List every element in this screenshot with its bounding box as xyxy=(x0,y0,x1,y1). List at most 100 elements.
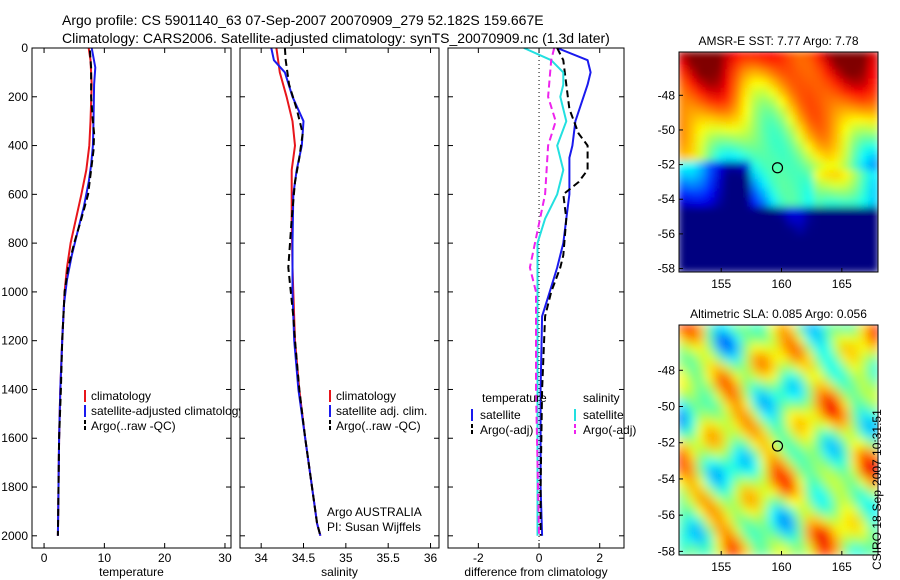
map-cell xyxy=(759,78,771,90)
map-cell xyxy=(723,400,735,413)
map-cell xyxy=(750,429,762,441)
x-tick-label: 0 xyxy=(41,551,48,565)
map-cell xyxy=(849,170,861,182)
map-cell xyxy=(732,170,744,182)
map-cell xyxy=(858,410,870,422)
map-cell xyxy=(741,106,753,118)
map-cell xyxy=(696,381,708,394)
map-cell xyxy=(687,439,698,451)
map-cell xyxy=(849,496,861,509)
map-cell xyxy=(723,325,735,336)
map-cell xyxy=(777,333,789,346)
map-cell xyxy=(732,161,744,173)
map-cell xyxy=(679,234,689,246)
map-cell xyxy=(750,78,762,90)
map-cell xyxy=(750,477,762,489)
legend-label: Argo(..raw -QC) xyxy=(91,419,176,433)
map-cell xyxy=(759,69,771,81)
series-line-3 xyxy=(56,50,96,536)
map-cell xyxy=(741,362,753,374)
map-cell xyxy=(831,78,843,90)
map-cell xyxy=(777,170,789,182)
map-cell xyxy=(840,352,852,365)
series-line-3 xyxy=(283,48,322,537)
y-tick-label: -54 xyxy=(658,472,676,486)
map-cell xyxy=(696,133,708,145)
map-cell xyxy=(840,106,852,118)
map-cell xyxy=(849,243,861,255)
map-cell xyxy=(804,525,816,537)
map-cell xyxy=(840,486,852,499)
map-cell xyxy=(705,525,717,537)
map-cell xyxy=(858,515,870,528)
map-cell xyxy=(723,206,735,218)
map-cell xyxy=(723,252,735,264)
map-cell xyxy=(750,325,762,336)
map-cell xyxy=(795,325,807,336)
map-cell xyxy=(777,225,789,237)
map-cell xyxy=(705,60,717,72)
map-cell xyxy=(750,151,762,163)
map-cell xyxy=(822,106,834,118)
map-cell xyxy=(714,477,726,489)
map-cell xyxy=(679,448,689,461)
map-cell xyxy=(786,544,798,555)
map-cell xyxy=(777,87,789,99)
map-cell xyxy=(687,96,698,108)
map-cell xyxy=(813,352,825,365)
map-cell xyxy=(768,133,780,145)
map-cell xyxy=(840,458,852,470)
map-cell xyxy=(687,115,698,127)
map-cell xyxy=(679,179,689,191)
map-cell xyxy=(741,179,753,191)
map-cell xyxy=(714,391,726,403)
map-cell xyxy=(868,343,878,355)
map-cell xyxy=(768,179,780,191)
map-cell xyxy=(750,216,762,228)
map-cell xyxy=(777,188,789,200)
map-cell xyxy=(868,124,878,136)
map-cell xyxy=(813,78,825,90)
map-cell xyxy=(849,234,861,246)
map-cell xyxy=(759,391,771,403)
map-cell xyxy=(768,142,780,154)
map-cell xyxy=(840,78,852,90)
map-cell xyxy=(723,381,735,394)
legend-label: Argo(-adj) xyxy=(480,423,533,437)
map-cell xyxy=(679,429,689,441)
map-cell xyxy=(858,439,870,451)
map-cell xyxy=(822,60,834,72)
map-cell xyxy=(795,179,807,191)
map-cell xyxy=(705,496,717,509)
map-cell xyxy=(849,515,861,528)
map-cell xyxy=(849,544,861,555)
plot-area xyxy=(32,48,231,548)
map-cell xyxy=(705,352,717,365)
map-cell xyxy=(759,439,771,451)
map-cell xyxy=(786,515,798,528)
map-cell xyxy=(714,69,726,81)
map-cell xyxy=(723,534,735,547)
map-cell xyxy=(679,261,689,272)
map-cell xyxy=(768,325,780,336)
map-cell xyxy=(705,391,717,403)
map-cell xyxy=(786,419,798,432)
map-cell xyxy=(723,477,735,489)
map-cell xyxy=(723,133,735,145)
map-cell xyxy=(696,179,708,191)
map-cell xyxy=(732,78,744,90)
legend-label: Argo(-adj) xyxy=(583,423,636,437)
map-cell xyxy=(696,216,708,228)
map-cell xyxy=(696,506,708,518)
map-cell xyxy=(849,410,861,422)
map-cell xyxy=(858,352,870,365)
map-cell xyxy=(858,179,870,191)
map-cell xyxy=(750,252,762,264)
map-cell xyxy=(868,515,878,528)
map-cell xyxy=(679,197,689,209)
map-cell xyxy=(858,52,870,63)
map-cell xyxy=(741,534,753,547)
map-cell xyxy=(777,496,789,509)
map-cell xyxy=(777,419,789,432)
map-cell xyxy=(759,60,771,72)
